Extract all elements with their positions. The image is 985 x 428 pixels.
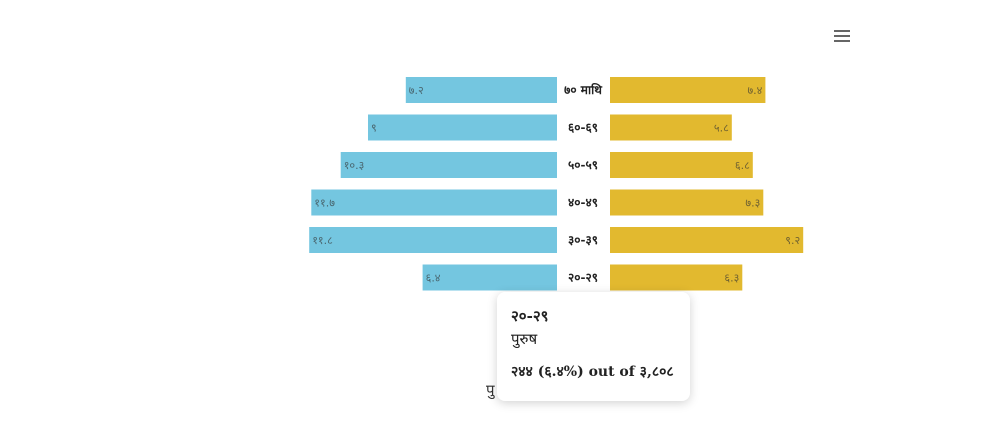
bar-left-5[interactable] bbox=[422, 264, 557, 291]
bar-right-label-0: ७.४ bbox=[747, 84, 762, 97]
chart-tooltip: २०-२९ पुरुष २४४ (६.४%) out of ३,८०८ bbox=[497, 292, 690, 401]
bar-right-label-4: ९.२ bbox=[785, 234, 800, 247]
bar-left-4[interactable] bbox=[309, 227, 557, 253]
bar-right-label-1: ५.८ bbox=[714, 122, 729, 135]
bar-right-label-3: ७.३ bbox=[745, 197, 760, 210]
bar-left-label-5: ६.४ bbox=[426, 272, 441, 285]
bar-left-label-0: ७.२ bbox=[409, 84, 424, 97]
bar-left-2[interactable] bbox=[340, 152, 557, 178]
bar-right-3[interactable] bbox=[610, 189, 764, 216]
category-label-0: ७० माथि bbox=[564, 83, 603, 97]
bar-left-label-1: ९ bbox=[371, 122, 377, 135]
bar-left-3[interactable] bbox=[311, 189, 557, 216]
bar-left-label-3: ११.७ bbox=[314, 197, 335, 210]
bar-left-1[interactable] bbox=[368, 114, 557, 141]
bar-right-0[interactable] bbox=[610, 77, 766, 103]
legend-item-fragment[interactable]: पु bbox=[486, 381, 495, 399]
tooltip-value: २४४ (६.४%) out of ३,८०८ bbox=[511, 364, 674, 380]
category-label-2: ५०-५९ bbox=[568, 158, 598, 172]
bar-right-1[interactable] bbox=[610, 114, 732, 141]
hamburger-menu-icon[interactable] bbox=[828, 24, 856, 48]
tooltip-category: २०-२९ bbox=[511, 307, 549, 325]
category-label-4: ३०-३९ bbox=[568, 233, 598, 247]
bar-right-4[interactable] bbox=[610, 227, 804, 253]
category-label-3: ४०-४९ bbox=[568, 196, 598, 210]
bar-right-label-5: ६.३ bbox=[724, 272, 739, 285]
bar-left-label-2: १०.३ bbox=[344, 159, 365, 172]
bar-right-2[interactable] bbox=[610, 152, 753, 178]
category-label-5: २०-२९ bbox=[568, 271, 598, 285]
bar-left-label-4: ११.८ bbox=[312, 234, 333, 247]
category-label-1: ६०-६९ bbox=[568, 121, 598, 135]
bar-right-label-2: ६.८ bbox=[735, 159, 750, 172]
tooltip-series: पुरुष bbox=[511, 330, 538, 348]
bar-right-5[interactable] bbox=[610, 264, 743, 291]
bar-left-0[interactable] bbox=[405, 77, 557, 103]
